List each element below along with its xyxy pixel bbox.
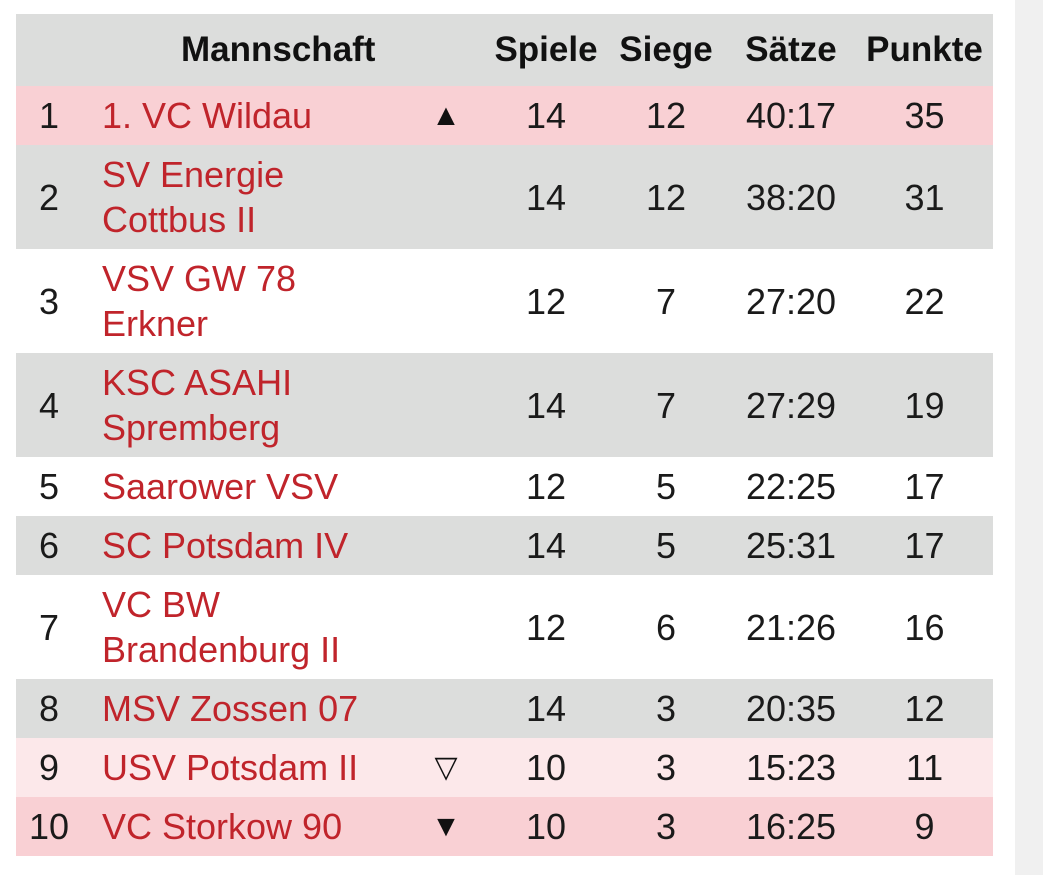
rank-cell: 8 <box>38 688 60 729</box>
games-cell: 12 <box>525 466 567 507</box>
sets-cell: 20:35 <box>745 688 837 729</box>
team-link[interactable]: KSC ASAHI Spremberg <box>102 362 293 448</box>
sets-cell: 25:31 <box>745 525 837 566</box>
games-cell: 14 <box>525 688 567 729</box>
games-cell: 14 <box>525 176 567 218</box>
table-row: 9 USV Potsdam II ▽ 10 3 15:23 11 <box>16 738 993 797</box>
games-cell: 12 <box>525 606 567 648</box>
rank-cell: 5 <box>38 466 60 507</box>
trend-cell <box>406 457 486 516</box>
standings-table: Mannschaft Spiele Siege Sätze Punkte 1 1… <box>16 14 993 856</box>
team-link[interactable]: MSV Zossen 07 <box>102 688 359 729</box>
table-row: 6 SC Potsdam IV 14 5 25:31 17 <box>16 516 993 575</box>
rank-cell: 2 <box>38 176 60 218</box>
header-sets: Sätze <box>745 30 837 69</box>
points-cell: 11 <box>905 747 944 788</box>
header-rank <box>16 14 86 86</box>
wins-cell: 12 <box>645 176 687 218</box>
rank-cell: 4 <box>38 384 60 426</box>
points-cell: 9 <box>914 806 935 847</box>
table-row: 10 VC Storkow 90 ▼ 10 3 16:25 9 <box>16 797 993 856</box>
rank-cell: 6 <box>38 525 60 566</box>
rank-cell: 10 <box>28 806 70 847</box>
table-row: 7 VC BW Brandenburg II 12 6 21:26 16 <box>16 575 993 679</box>
team-link[interactable]: 1. VC Wildau <box>102 95 313 136</box>
games-cell: 14 <box>525 95 567 136</box>
games-cell: 10 <box>525 806 567 847</box>
wins-cell: 5 <box>655 525 677 566</box>
table-row: 5 Saarower VSV 12 5 22:25 17 <box>16 457 993 516</box>
table-row: 8 MSV Zossen 07 14 3 20:35 12 <box>16 679 993 738</box>
table-row: 4 KSC ASAHI Spremberg 14 7 27:29 19 <box>16 353 993 457</box>
games-cell: 12 <box>525 280 567 322</box>
trend-cell <box>406 575 486 679</box>
trend-down-outline-icon: ▽ <box>434 751 458 784</box>
wins-cell: 7 <box>655 280 677 322</box>
sets-cell: 15:23 <box>745 747 837 788</box>
team-link[interactable]: USV Potsdam II <box>102 747 359 788</box>
trend-cell <box>406 516 486 575</box>
header-trend <box>406 14 486 86</box>
table-row: 3 VSV GW 78 Erkner 12 7 27:20 22 <box>16 249 993 353</box>
sets-cell: 16:25 <box>745 806 837 847</box>
points-cell: 17 <box>904 525 945 566</box>
team-link[interactable]: Saarower VSV <box>102 466 339 507</box>
trend-up-icon: ▲ <box>431 99 461 132</box>
points-cell: 16 <box>904 606 945 648</box>
table-header-row: Mannschaft Spiele Siege Sätze Punkte <box>16 14 993 86</box>
wins-cell: 3 <box>655 747 677 788</box>
wins-cell: 6 <box>655 606 677 648</box>
points-cell: 35 <box>904 95 945 136</box>
header-games: Spiele <box>494 30 598 69</box>
trend-cell <box>406 679 486 738</box>
sets-cell: 38:20 <box>745 176 837 218</box>
games-cell: 10 <box>525 747 567 788</box>
rank-cell: 1 <box>38 95 60 136</box>
trend-cell <box>406 145 486 249</box>
points-cell: 19 <box>904 384 945 426</box>
rank-cell: 7 <box>38 606 60 648</box>
sets-cell: 27:20 <box>745 280 837 322</box>
team-link[interactable]: VC BW Brandenburg II <box>102 584 341 670</box>
table-row: 1 1. VC Wildau ▲ 14 12 40:17 35 <box>16 86 993 145</box>
wins-cell: 7 <box>655 384 677 426</box>
games-cell: 14 <box>525 525 567 566</box>
wins-cell: 12 <box>645 95 687 136</box>
sets-cell: 21:26 <box>745 606 837 648</box>
sets-cell: 27:29 <box>745 384 837 426</box>
team-link[interactable]: SC Potsdam IV <box>102 525 349 566</box>
team-link[interactable]: VC Storkow 90 <box>102 806 343 847</box>
points-cell: 22 <box>904 280 945 322</box>
table-row: 2 SV Energie Cottbus II 14 12 38:20 31 <box>16 145 993 249</box>
team-link[interactable]: VSV GW 78 Erkner <box>102 258 297 344</box>
trend-cell <box>406 353 486 457</box>
page-edge <box>1015 0 1043 875</box>
rank-cell: 9 <box>38 747 60 788</box>
points-cell: 31 <box>904 176 945 218</box>
header-team: Mannschaft <box>181 30 376 69</box>
wins-cell: 3 <box>655 688 677 729</box>
wins-cell: 5 <box>655 466 677 507</box>
points-cell: 17 <box>904 466 945 507</box>
header-points: Punkte <box>866 30 983 69</box>
trend-down-icon: ▼ <box>431 810 461 843</box>
games-cell: 14 <box>525 384 567 426</box>
sets-cell: 40:17 <box>745 95 837 136</box>
sets-cell: 22:25 <box>745 466 837 507</box>
points-cell: 12 <box>904 688 945 729</box>
team-link[interactable]: SV Energie Cottbus II <box>102 154 285 240</box>
rank-cell: 3 <box>38 280 60 322</box>
trend-cell <box>406 249 486 353</box>
wins-cell: 3 <box>655 806 677 847</box>
header-wins: Siege <box>619 30 713 69</box>
